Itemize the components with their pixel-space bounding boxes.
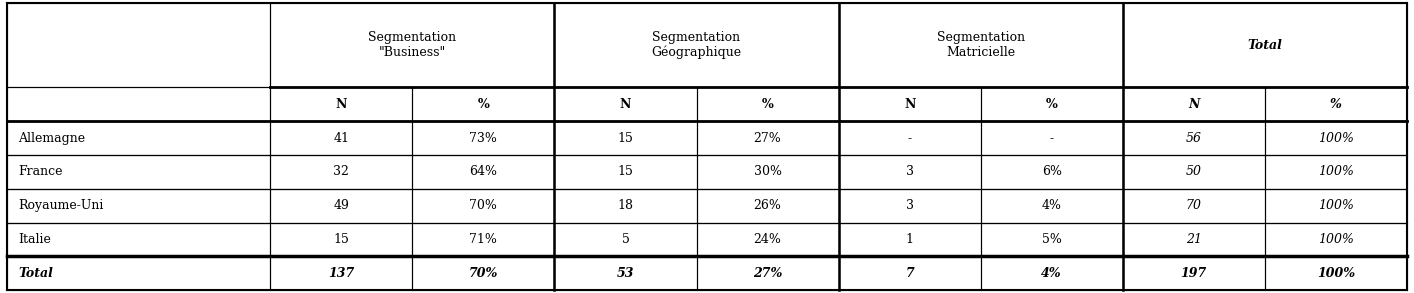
Text: -: - <box>1049 132 1053 145</box>
Text: %: % <box>1046 98 1058 111</box>
Text: 4%: 4% <box>1041 267 1062 280</box>
Text: 137: 137 <box>328 267 355 280</box>
Text: 27%: 27% <box>752 267 782 280</box>
Text: 26%: 26% <box>754 199 782 212</box>
Text: 3: 3 <box>905 199 913 212</box>
Text: 21: 21 <box>1186 233 1202 246</box>
Text: 41: 41 <box>334 132 349 145</box>
Text: -: - <box>908 132 912 145</box>
Text: 197: 197 <box>1181 267 1208 280</box>
Text: Italie: Italie <box>18 233 51 246</box>
Text: 7: 7 <box>905 267 913 280</box>
Text: 100%: 100% <box>1318 199 1353 212</box>
Text: 49: 49 <box>334 199 349 212</box>
Text: %: % <box>478 98 489 111</box>
Text: 15: 15 <box>334 233 349 246</box>
Text: 15: 15 <box>618 166 633 178</box>
Text: Total: Total <box>1247 39 1282 52</box>
Text: Total: Total <box>18 267 54 280</box>
Text: %: % <box>1331 98 1342 111</box>
Text: 32: 32 <box>334 166 349 178</box>
Text: 50: 50 <box>1186 166 1202 178</box>
Text: 53: 53 <box>617 267 635 280</box>
Text: 30%: 30% <box>754 166 782 178</box>
Text: 70%: 70% <box>468 267 498 280</box>
Text: N: N <box>619 98 631 111</box>
Text: Allemagne: Allemagne <box>18 132 85 145</box>
Text: 70: 70 <box>1186 199 1202 212</box>
Text: N: N <box>904 98 915 111</box>
Text: 70%: 70% <box>469 199 498 212</box>
Text: 100%: 100% <box>1318 132 1353 145</box>
Text: 6%: 6% <box>1042 166 1062 178</box>
Text: 5: 5 <box>622 233 629 246</box>
Text: 15: 15 <box>618 132 633 145</box>
Text: 73%: 73% <box>469 132 498 145</box>
Text: 27%: 27% <box>754 132 782 145</box>
Text: 1: 1 <box>905 233 913 246</box>
Text: N: N <box>1188 98 1199 111</box>
Text: Royaume-Uni: Royaume-Uni <box>18 199 103 212</box>
Text: 5%: 5% <box>1042 233 1062 246</box>
Text: 56: 56 <box>1186 132 1202 145</box>
Text: 100%: 100% <box>1316 267 1355 280</box>
Text: 18: 18 <box>618 199 633 212</box>
Text: 64%: 64% <box>469 166 498 178</box>
Text: 4%: 4% <box>1042 199 1062 212</box>
Text: Segmentation
"Business": Segmentation "Business" <box>368 31 457 59</box>
Text: 3: 3 <box>905 166 913 178</box>
Text: France: France <box>18 166 62 178</box>
Text: 100%: 100% <box>1318 166 1353 178</box>
Text: N: N <box>335 98 346 111</box>
Text: Segmentation
Géographique: Segmentation Géographique <box>652 31 741 59</box>
Text: Segmentation
Matricielle: Segmentation Matricielle <box>936 31 1025 59</box>
Text: 71%: 71% <box>469 233 498 246</box>
Text: 24%: 24% <box>754 233 782 246</box>
Text: 100%: 100% <box>1318 233 1353 246</box>
Text: %: % <box>762 98 773 111</box>
